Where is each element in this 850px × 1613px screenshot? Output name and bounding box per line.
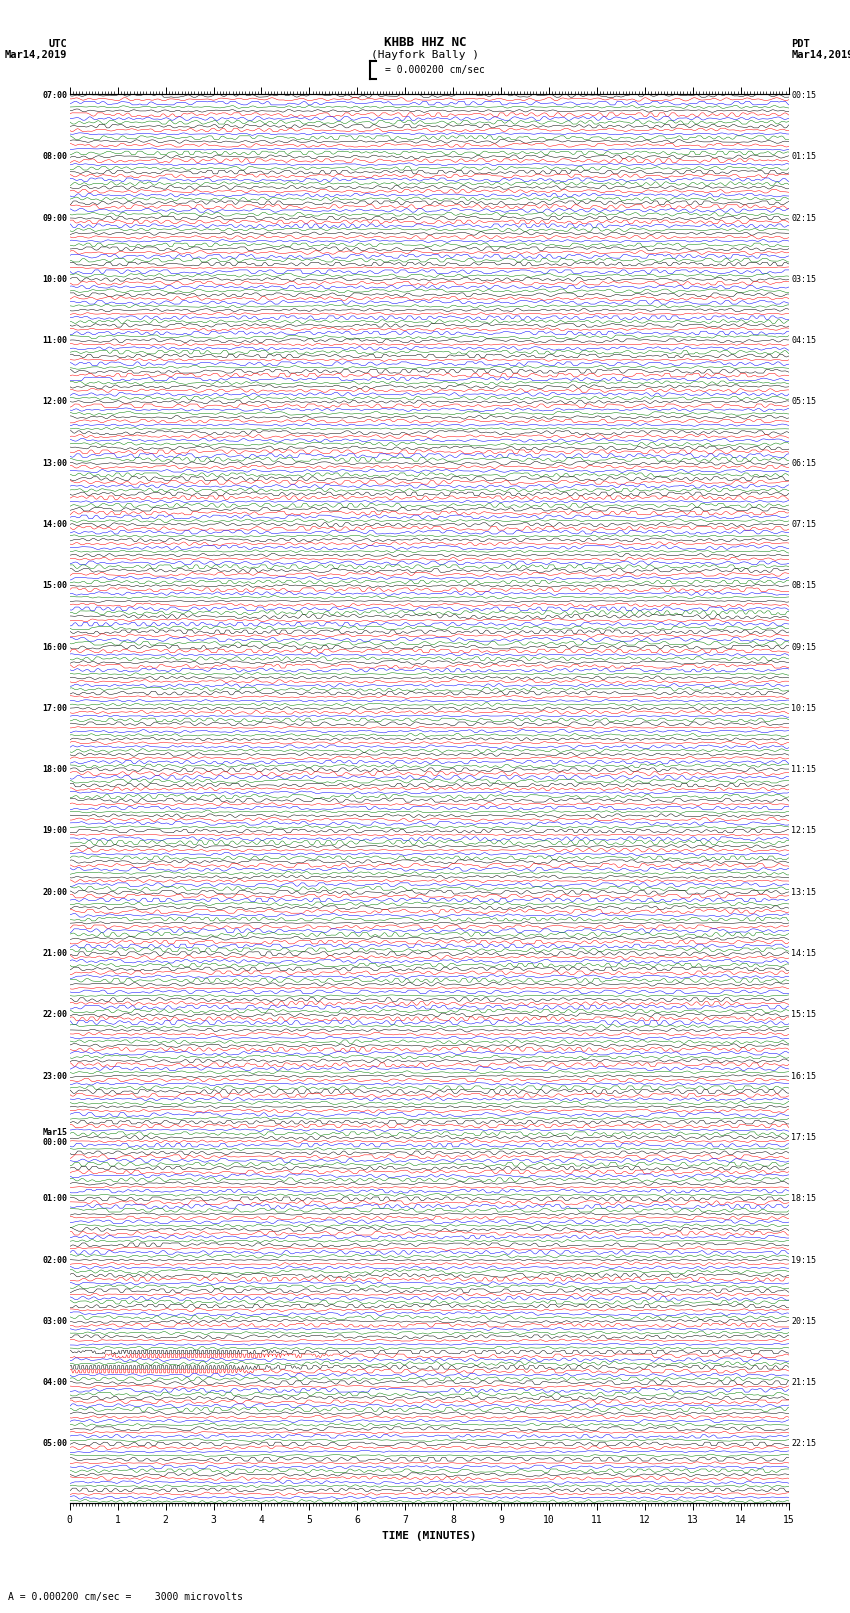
Text: Mar14,2019: Mar14,2019 (4, 50, 67, 60)
Text: KHBB HHZ NC: KHBB HHZ NC (383, 35, 467, 50)
Text: 04:00: 04:00 (42, 1378, 67, 1387)
Text: 18:00: 18:00 (42, 765, 67, 774)
Text: A = 0.000200 cm/sec =    3000 microvolts: A = 0.000200 cm/sec = 3000 microvolts (8, 1592, 243, 1602)
Text: 13:00: 13:00 (42, 458, 67, 468)
Text: 10:00: 10:00 (42, 274, 67, 284)
Text: 02:00: 02:00 (42, 1255, 67, 1265)
Text: 03:15: 03:15 (791, 274, 816, 284)
Text: 03:00: 03:00 (42, 1316, 67, 1326)
Text: 11:15: 11:15 (791, 765, 816, 774)
Text: 07:15: 07:15 (791, 519, 816, 529)
Text: 05:00: 05:00 (42, 1439, 67, 1448)
Text: 14:15: 14:15 (791, 948, 816, 958)
Text: = 0.000200 cm/sec: = 0.000200 cm/sec (385, 65, 484, 76)
Text: 15:15: 15:15 (791, 1010, 816, 1019)
Text: 09:00: 09:00 (42, 213, 67, 223)
Text: 19:00: 19:00 (42, 826, 67, 836)
Text: 21:00: 21:00 (42, 948, 67, 958)
Text: 22:15: 22:15 (791, 1439, 816, 1448)
Text: 05:15: 05:15 (791, 397, 816, 406)
Text: 01:15: 01:15 (791, 152, 816, 161)
Text: 15:00: 15:00 (42, 581, 67, 590)
Text: 18:15: 18:15 (791, 1194, 816, 1203)
Text: (Hayfork Bally ): (Hayfork Bally ) (371, 50, 479, 60)
Text: 19:15: 19:15 (791, 1255, 816, 1265)
X-axis label: TIME (MINUTES): TIME (MINUTES) (382, 1531, 477, 1540)
Text: 09:15: 09:15 (791, 642, 816, 652)
Text: 16:15: 16:15 (791, 1071, 816, 1081)
Text: 22:00: 22:00 (42, 1010, 67, 1019)
Text: 11:00: 11:00 (42, 336, 67, 345)
Text: 06:15: 06:15 (791, 458, 816, 468)
Text: 14:00: 14:00 (42, 519, 67, 529)
Text: PDT: PDT (791, 39, 810, 50)
Text: 02:15: 02:15 (791, 213, 816, 223)
Text: 08:00: 08:00 (42, 152, 67, 161)
Text: 12:00: 12:00 (42, 397, 67, 406)
Text: 23:00: 23:00 (42, 1071, 67, 1081)
Text: 04:15: 04:15 (791, 336, 816, 345)
Text: 00:15: 00:15 (791, 90, 816, 100)
Text: 01:00: 01:00 (42, 1194, 67, 1203)
Text: 07:00: 07:00 (42, 90, 67, 100)
Text: 12:15: 12:15 (791, 826, 816, 836)
Text: Mar14,2019: Mar14,2019 (791, 50, 850, 60)
Text: 20:15: 20:15 (791, 1316, 816, 1326)
Text: 17:15: 17:15 (791, 1132, 816, 1142)
Text: Mar15
00:00: Mar15 00:00 (42, 1127, 67, 1147)
Text: 08:15: 08:15 (791, 581, 816, 590)
Text: 16:00: 16:00 (42, 642, 67, 652)
Text: 21:15: 21:15 (791, 1378, 816, 1387)
Text: UTC: UTC (48, 39, 67, 50)
Text: 17:00: 17:00 (42, 703, 67, 713)
Text: 10:15: 10:15 (791, 703, 816, 713)
Text: 20:00: 20:00 (42, 887, 67, 897)
Text: 13:15: 13:15 (791, 887, 816, 897)
